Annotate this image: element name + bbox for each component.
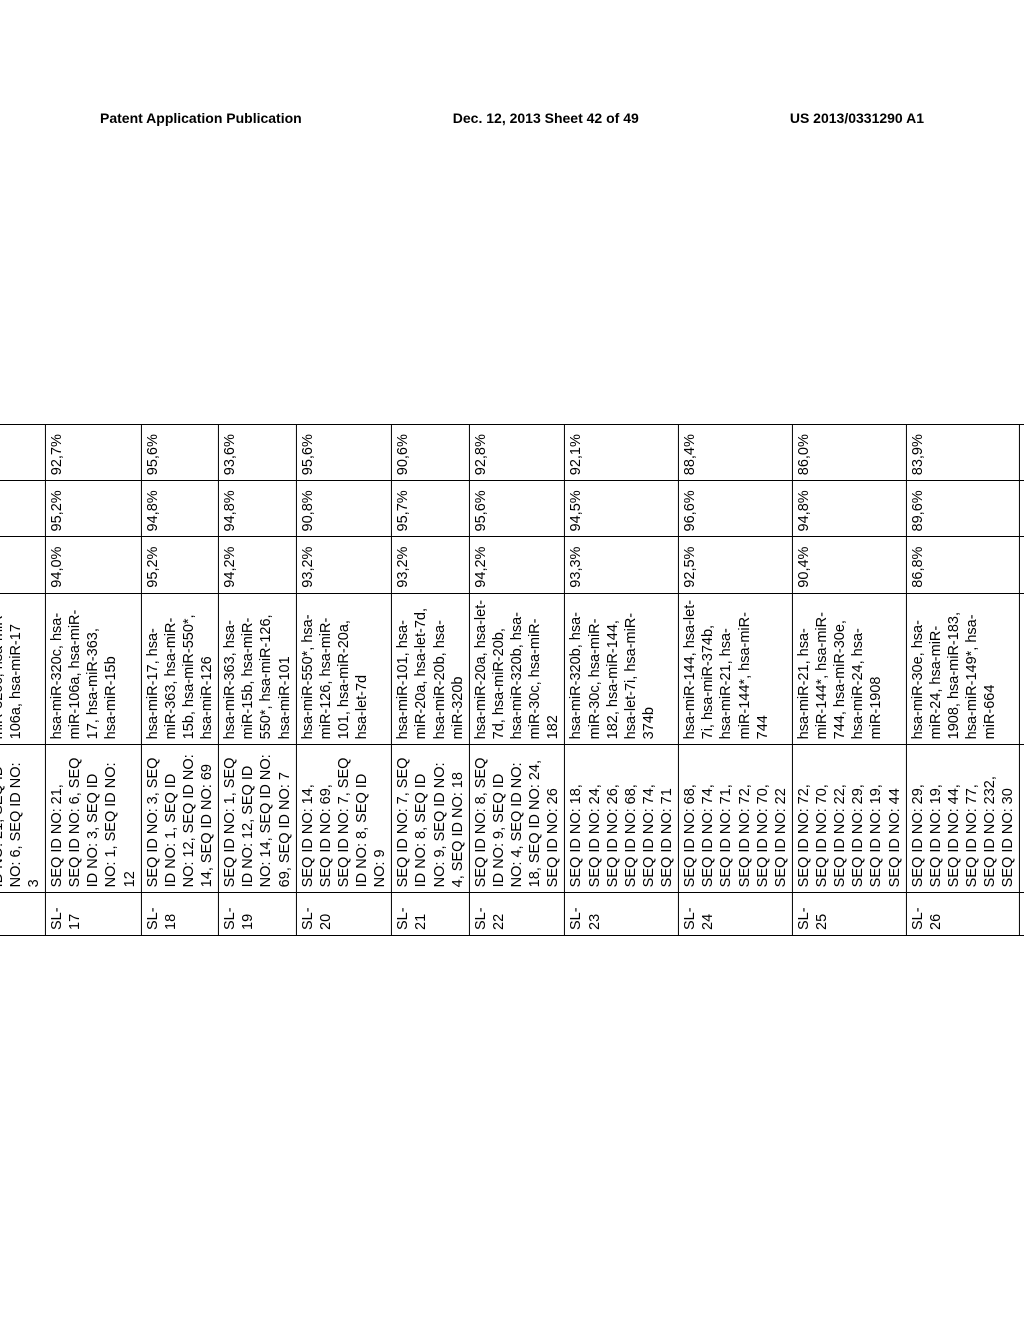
cell-seq: SEQ ID NO: 1, SEQ ID NO: 12, SEQ ID NO: …	[219, 745, 297, 893]
cell-p1: 93,2%	[296, 537, 392, 593]
cell-mir: hsa-miR-144, hsa-let-7i, hsa-miR-374b, h…	[679, 593, 793, 745]
cell-p3: 88,4%	[679, 425, 793, 481]
cell-p2: 94,5%	[565, 481, 679, 537]
cell-p1: 92,5%	[679, 537, 793, 593]
table-row: SL-27SEQ ID NO: 77, SEQ ID NO: 232, SEQ …	[1020, 425, 1024, 936]
table-row: SL-18SEQ ID NO: 3, SEQ ID NO: 1, SEQ ID …	[141, 425, 219, 936]
cell-mir: hsa-miR-320c, hsa-miR-106a, hsa-miR-17, …	[45, 593, 141, 745]
cell-mir: hsa-miR-21, hsa-miR-144*, hsa-miR-744, h…	[792, 593, 906, 745]
cell-p3: 86,0%	[792, 425, 906, 481]
cell-seq: SEQ ID NO: 7, SEQ ID NO: 8, SEQ ID NO: 9…	[392, 745, 470, 893]
cell-mir: hsa-miR-363, hsa-miR-15b, hsa-miR-550*, …	[219, 593, 297, 745]
cell-p1: 90,4%	[792, 537, 906, 593]
cell-seq: SEQ ID NO: 14, SEQ ID NO: 69, SEQ ID NO:…	[296, 745, 392, 893]
cell-mir: hsa-miR-17, hsa-miR-363, hsa-miR-15b, hs…	[141, 593, 219, 745]
cell-p1: 86,8%	[906, 537, 1020, 593]
table-row: SL-23SEQ ID NO: 18, SEQ ID NO: 24, SEQ I…	[565, 425, 679, 936]
cell-seq: SEQ ID NO: 8, SEQ ID NO: 9, SEQ ID NO: 4…	[469, 745, 565, 893]
cell-id: SL-22	[469, 893, 565, 936]
cell-mir: hsa-miR-320b, hsa-miR-30c, hsa-miR-182, …	[565, 593, 679, 745]
cell-mir: hsa-miR-183, hsa-miR-149*, hsa-miR-664, …	[1020, 593, 1024, 745]
cell-id: SL-16	[0, 893, 45, 936]
cell-id: SL-26	[906, 893, 1020, 936]
table-row: SL-16SEQ ID NO: 10, SEQ ID NO: 2, SEQ ID…	[0, 425, 45, 936]
cell-p3: 97,5%	[0, 425, 45, 481]
cell-mir: hsa-miR-20a, hsa-let-7d, hsa-miR-20b, hs…	[469, 593, 565, 745]
cell-p1: 94,2%	[219, 537, 297, 593]
cell-p3: 92,7%	[45, 425, 141, 481]
cell-seq: SEQ ID NO: 21, SEQ ID NO: 6, SEQ ID NO: …	[45, 745, 141, 893]
cell-mir: hsa-miR-550*, hsa-miR-126, hsa-miR-101, …	[296, 593, 392, 745]
cell-p2: 94,8%	[792, 481, 906, 537]
cell-seq: SEQ ID NO: 29, SEQ ID NO: 19, SEQ ID NO:…	[906, 745, 1020, 893]
cell-seq: SEQ ID NO: 18, SEQ ID NO: 24, SEQ ID NO:…	[565, 745, 679, 893]
header-left: Patent Application Publication	[100, 110, 302, 126]
cell-p2: 95,2%	[45, 481, 141, 537]
cell-p1: 98,8%	[0, 537, 45, 593]
table-row: SL-17SEQ ID NO: 21, SEQ ID NO: 6, SEQ ID…	[45, 425, 141, 936]
cell-p3: 92,8%	[469, 425, 565, 481]
cell-id: SL-18	[141, 893, 219, 936]
cell-p1: 94,0%	[45, 537, 141, 593]
cell-id: SL-20	[296, 893, 392, 936]
cell-mir: hsa-miR-101, hsa-miR-20a, hsa-let-7d, hs…	[392, 593, 470, 745]
cell-p1: 93,2%	[392, 537, 470, 593]
cell-p1: 94,2%	[469, 537, 565, 593]
cell-p3: 86,3%	[1020, 425, 1024, 481]
cell-seq: SEQ ID NO: 68, SEQ ID NO: 74, SEQ ID NO:…	[679, 745, 793, 893]
table-row: SL-20SEQ ID NO: 14, SEQ ID NO: 69, SEQ I…	[296, 425, 392, 936]
page-header: Patent Application Publication Dec. 12, …	[0, 110, 1024, 126]
header-right: US 2013/0331290 A1	[790, 110, 924, 126]
cell-seq: SEQ ID NO: 3, SEQ ID NO: 1, SEQ ID NO: 1…	[141, 745, 219, 893]
cell-id: SL-24	[679, 893, 793, 936]
cell-p2: 95,6%	[469, 481, 565, 537]
cell-mir: hsa-miR-320d, hsa-miR-151-3p, hsa-miR-32…	[0, 593, 45, 745]
cell-p3: 95,6%	[296, 425, 392, 481]
cell-p2: 96,6%	[679, 481, 793, 537]
table-row: SL-26SEQ ID NO: 29, SEQ ID NO: 19, SEQ I…	[906, 425, 1020, 936]
cell-p2: 94,8%	[219, 481, 297, 537]
table-row: SL-24SEQ ID NO: 68, SEQ ID NO: 74, SEQ I…	[679, 425, 793, 936]
cell-p1: 88,2%	[1020, 537, 1024, 593]
cell-p2: 95,7%	[392, 481, 470, 537]
cell-id: SL-27	[1020, 893, 1024, 936]
cell-id: SL-17	[45, 893, 141, 936]
patent-table-wrapper: SL-15SEQ ID NO: 20, SEQ ID NO: 75, SEQ I…	[0, 424, 1024, 936]
table-row: SL-21SEQ ID NO: 7, SEQ ID NO: 8, SEQ ID …	[392, 425, 470, 936]
cell-p3: 83,9%	[906, 425, 1020, 481]
cell-p3: 93,6%	[219, 425, 297, 481]
cell-p2: 90,0%	[1020, 481, 1024, 537]
cell-p3: 95,6%	[141, 425, 219, 481]
cell-p2: ####	[0, 481, 45, 537]
cell-seq: SEQ ID NO: 72, SEQ ID NO: 70, SEQ ID NO:…	[792, 745, 906, 893]
cell-id: SL-23	[565, 893, 679, 936]
cell-p3: 92,1%	[565, 425, 679, 481]
cell-p3: 90,6%	[392, 425, 470, 481]
cell-p1: 95,2%	[141, 537, 219, 593]
cell-p1: 93,3%	[565, 537, 679, 593]
cell-p2: 89,6%	[906, 481, 1020, 537]
cell-seq: SEQ ID NO: 77, SEQ ID NO: 232, SEQ ID NO…	[1020, 745, 1024, 893]
cell-id: SL-19	[219, 893, 297, 936]
cell-p2: 94,8%	[141, 481, 219, 537]
table-row: SL-19SEQ ID NO: 1, SEQ ID NO: 12, SEQ ID…	[219, 425, 297, 936]
table-row: SL-25SEQ ID NO: 72, SEQ ID NO: 70, SEQ I…	[792, 425, 906, 936]
table-row: SL-22SEQ ID NO: 8, SEQ ID NO: 9, SEQ ID …	[469, 425, 565, 936]
table-body: SL-15SEQ ID NO: 20, SEQ ID NO: 75, SEQ I…	[0, 425, 1024, 936]
cell-p2: 90,8%	[296, 481, 392, 537]
cell-mir: hsa-miR-30e, hsa-miR-24, hsa-miR-1908, h…	[906, 593, 1020, 745]
cell-id: SL-21	[392, 893, 470, 936]
cell-id: SL-25	[792, 893, 906, 936]
header-center: Dec. 12, 2013 Sheet 42 of 49	[453, 110, 639, 126]
cell-seq: SEQ ID NO: 10, SEQ ID NO: 2, SEQ ID NO: …	[0, 745, 45, 893]
patent-seq-table: SL-15SEQ ID NO: 20, SEQ ID NO: 75, SEQ I…	[0, 424, 1024, 936]
